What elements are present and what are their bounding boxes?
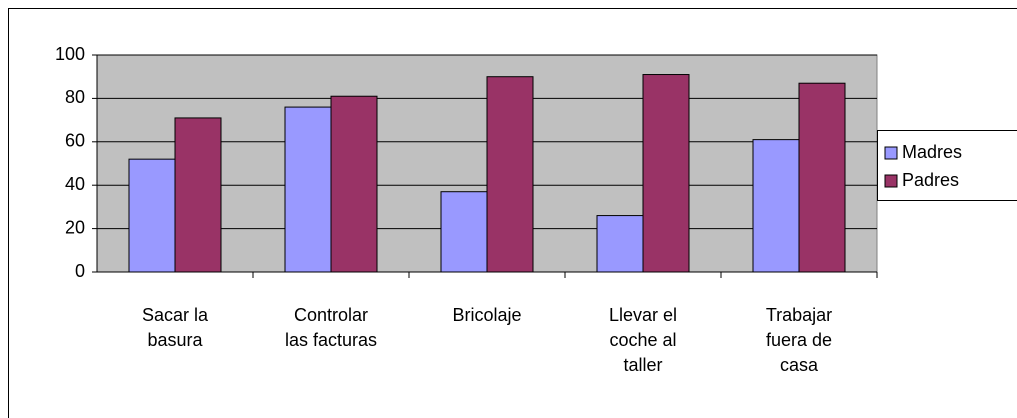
- bar: [486, 76, 534, 273]
- x-tick-label: Trabajar fuera de casa: [765, 305, 833, 375]
- bar: [596, 215, 644, 273]
- legend-label: Madres: [902, 142, 962, 162]
- legend-label: Padres: [902, 170, 959, 190]
- bar: [642, 74, 690, 273]
- legend-swatch: [884, 174, 898, 188]
- x-tick-label: Controlar las facturas: [284, 305, 378, 350]
- bar: [440, 191, 488, 273]
- x-tick-label: Sacar la basura: [141, 305, 209, 350]
- y-tick-label: 40: [65, 174, 85, 194]
- bar: [128, 158, 176, 273]
- bar: [330, 95, 378, 273]
- bar: [798, 82, 846, 273]
- y-tick-label: 20: [65, 217, 85, 237]
- x-tick-label: Llevar el coche al taller: [608, 305, 678, 375]
- y-tick-label: 60: [65, 131, 85, 151]
- bar: [174, 117, 222, 273]
- y-tick-label: 100: [55, 44, 85, 64]
- legend-swatch: [884, 146, 898, 160]
- bar: [284, 106, 332, 273]
- x-tick-label: Bricolaje: [452, 305, 522, 325]
- legend-box: [877, 130, 1017, 201]
- bar: [752, 139, 800, 273]
- y-tick-label: 80: [65, 87, 85, 107]
- y-tick-label: 0: [75, 261, 85, 281]
